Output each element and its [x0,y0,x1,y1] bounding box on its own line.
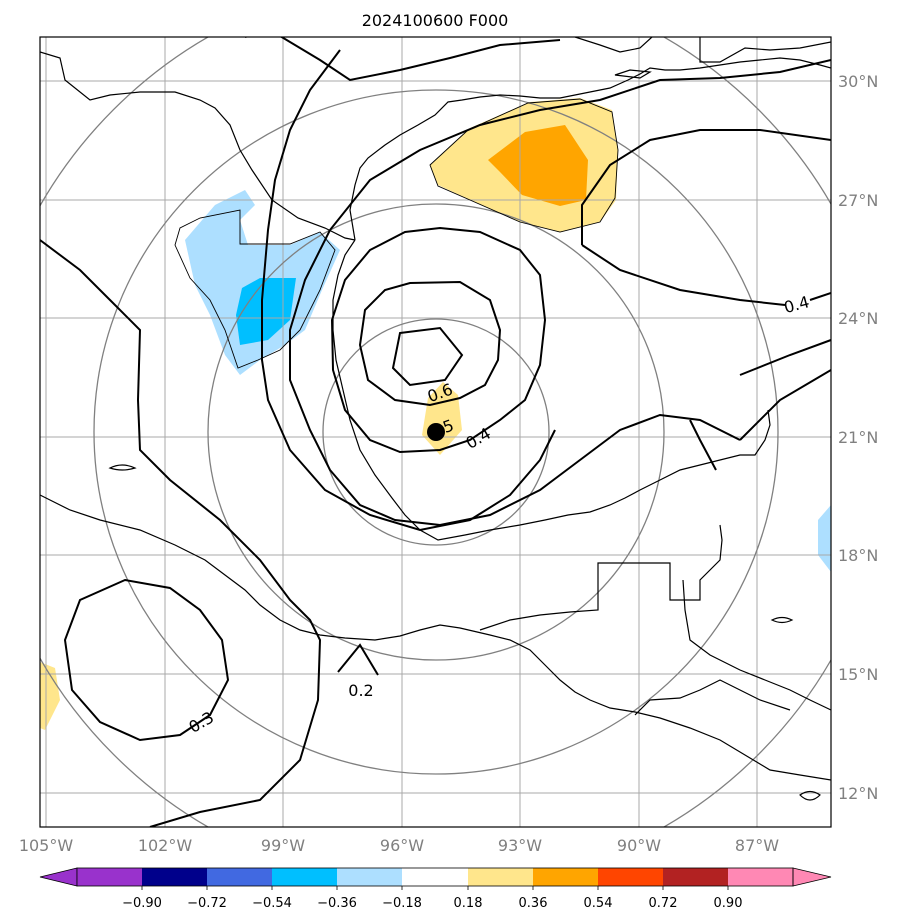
lon-tick-label: 102°W [138,836,193,855]
contour-east-rise [739,369,831,441]
colorbar-outline [76,867,794,887]
range-rings [40,37,831,827]
colorbar-tick-label: 0.72 [649,896,678,911]
contour-0.5-ring [330,226,547,454]
colorbar-tick-label: 0.36 [519,896,548,911]
contour-lines [40,37,831,827]
lat-tick-label: 18°N [838,546,878,565]
map-frame [39,36,832,828]
colorbar-max-extend [792,867,832,887]
positive-anomaly-region-medium [488,125,588,206]
positive-anomaly-west-edge [40,662,60,730]
lat-tick-label: 15°N [838,665,878,684]
contour-label: 0.2 [348,681,373,700]
longitude-labels: 105°W 102°W 99°W 96°W 93°W 90°W 87°W [19,836,779,855]
latitude-labels: 30°N 27°N 24°N 21°N 18°N 15°N 12°N [838,72,878,803]
colorbar-segment [207,868,272,886]
colorbar-segment [468,868,533,886]
contour-0.3-loop [63,578,230,742]
lat-tick-label: 12°N [838,784,878,803]
colorbar-tick-label: 0.90 [714,896,743,911]
contour-0.4-east-lower [581,244,786,306]
colorbar-tick-label: −0.90 [122,896,162,911]
lon-tick-label: 96°W [380,836,424,855]
lon-tick-label: 93°W [498,836,542,855]
colorbar: −0.90 −0.72 −0.54 −0.36 −0.18 0.18 0.36 … [39,867,832,911]
map-area: 0.4 0.6 0.5 0.4 0.2 0.3 [40,37,831,827]
colorbar-tick-label: −0.18 [382,896,422,911]
contour-0.2-small [337,643,379,676]
contour-east-segment [689,419,717,471]
lon-tick-label: 90°W [617,836,661,855]
colorbar-tick-label: −0.36 [317,896,357,911]
contour-0.4-east-tail [809,292,831,301]
contour-west-loop [40,239,322,827]
lat-tick-label: 24°N [838,309,878,328]
colorbar-tick-label: −0.72 [187,896,227,911]
lat-tick-label: 30°N [838,72,878,91]
colorbar-segment [598,868,663,886]
colorbar-tick-label: 0.54 [584,896,613,911]
colorbar-segment [142,868,207,886]
colorbar-min-extend [39,867,78,887]
coastlines [40,37,831,801]
colorbar-segment [402,868,468,886]
contour-0.6-ring [358,280,502,407]
negative-anomaly-region-medium [236,278,296,345]
lon-tick-label: 105°W [19,836,74,855]
contour-outer-north [245,37,561,82]
map-title: 2024100600 F000 [362,11,509,30]
storm-center-marker [427,423,445,441]
lon-tick-label: 87°W [735,836,779,855]
colorbar-segment [77,868,142,886]
colorbar-segment [533,868,598,886]
lat-tick-label: 27°N [838,191,878,210]
colorbar-tick-label: −0.54 [252,896,292,911]
lat-tick-label: 21°N [838,428,878,447]
contour-east-line [739,339,831,376]
colorbar-segment [728,868,793,886]
contour-label: 0.4 [782,292,812,317]
lon-tick-label: 99°W [261,836,305,855]
contour-large-loop [289,59,831,527]
shaded-field-layer [40,98,831,730]
negative-anomaly-east-edge [818,505,831,572]
colorbar-tick-label: 0.18 [454,896,483,911]
colorbar-segment [663,868,728,886]
contour-big-ring [261,49,556,532]
colorbar-segment [272,868,337,886]
contour-0.7-inner [391,326,464,387]
contour-0.4-east [581,129,831,245]
colorbar-segment [337,868,402,886]
